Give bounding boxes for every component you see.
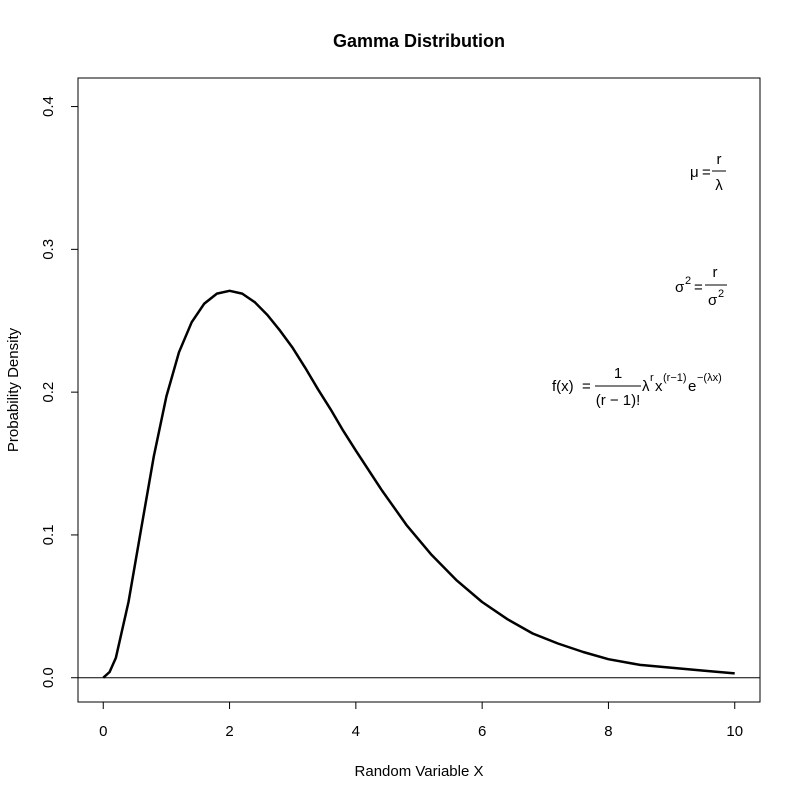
density-denominator: (r − 1)! xyxy=(596,392,641,409)
density-lhs: f(x) xyxy=(552,378,574,395)
density-formula: f(x) = 1 (r − 1)! λ r x (r−1) e −(λx) xyxy=(552,365,722,409)
variance-denominator: σ xyxy=(708,292,718,309)
x-tick-label: 10 xyxy=(726,723,743,740)
variance-formula: σ 2 = r σ 2 xyxy=(675,264,727,309)
x-tick-label: 6 xyxy=(478,723,486,740)
gamma-density-curve xyxy=(102,289,735,679)
mean-denominator: λ xyxy=(715,177,723,194)
plot-frame xyxy=(77,77,761,703)
y-tick-label: 0.2 xyxy=(40,382,57,403)
mean-equals: = xyxy=(702,164,711,181)
x-tick-label: 0 xyxy=(99,723,107,740)
density-x-exponent: (r−1) xyxy=(663,372,687,384)
y-axis-label: Probability Density xyxy=(5,327,22,452)
x-axis: 0 2 4 6 8 10 xyxy=(99,702,743,740)
variance-numerator: r xyxy=(713,264,718,281)
chart-title: Gamma Distribution xyxy=(333,31,505,51)
density-e-exponent: −(λx) xyxy=(697,372,722,384)
y-tick-label: 0.1 xyxy=(40,525,57,546)
density-e: e xyxy=(688,378,696,395)
y-tick-label: 0.0 xyxy=(40,667,57,688)
y-axis: 0.0 0.1 0.2 0.3 0.4 xyxy=(40,96,78,688)
variance-denominator-exponent: 2 xyxy=(718,288,724,300)
x-tick-label: 4 xyxy=(352,723,360,740)
variance-lhs-exponent: 2 xyxy=(685,275,691,287)
mean-lhs: μ xyxy=(690,164,699,181)
y-tick-label: 0.3 xyxy=(40,239,57,260)
variance-lhs: σ xyxy=(675,279,685,296)
density-lambda-exponent: r xyxy=(650,372,654,384)
mean-formula: μ = r λ xyxy=(690,151,726,194)
density-lambda: λ xyxy=(642,378,650,395)
variance-equals: = xyxy=(694,279,703,296)
y-tick-label: 0.4 xyxy=(40,96,57,117)
x-axis-label: Random Variable X xyxy=(355,763,484,780)
density-equals: = xyxy=(582,378,591,395)
mean-numerator: r xyxy=(717,151,722,168)
density-numerator: 1 xyxy=(614,365,622,382)
x-tick-label: 8 xyxy=(604,723,612,740)
density-x: x xyxy=(655,378,663,395)
x-tick-label: 2 xyxy=(225,723,233,740)
